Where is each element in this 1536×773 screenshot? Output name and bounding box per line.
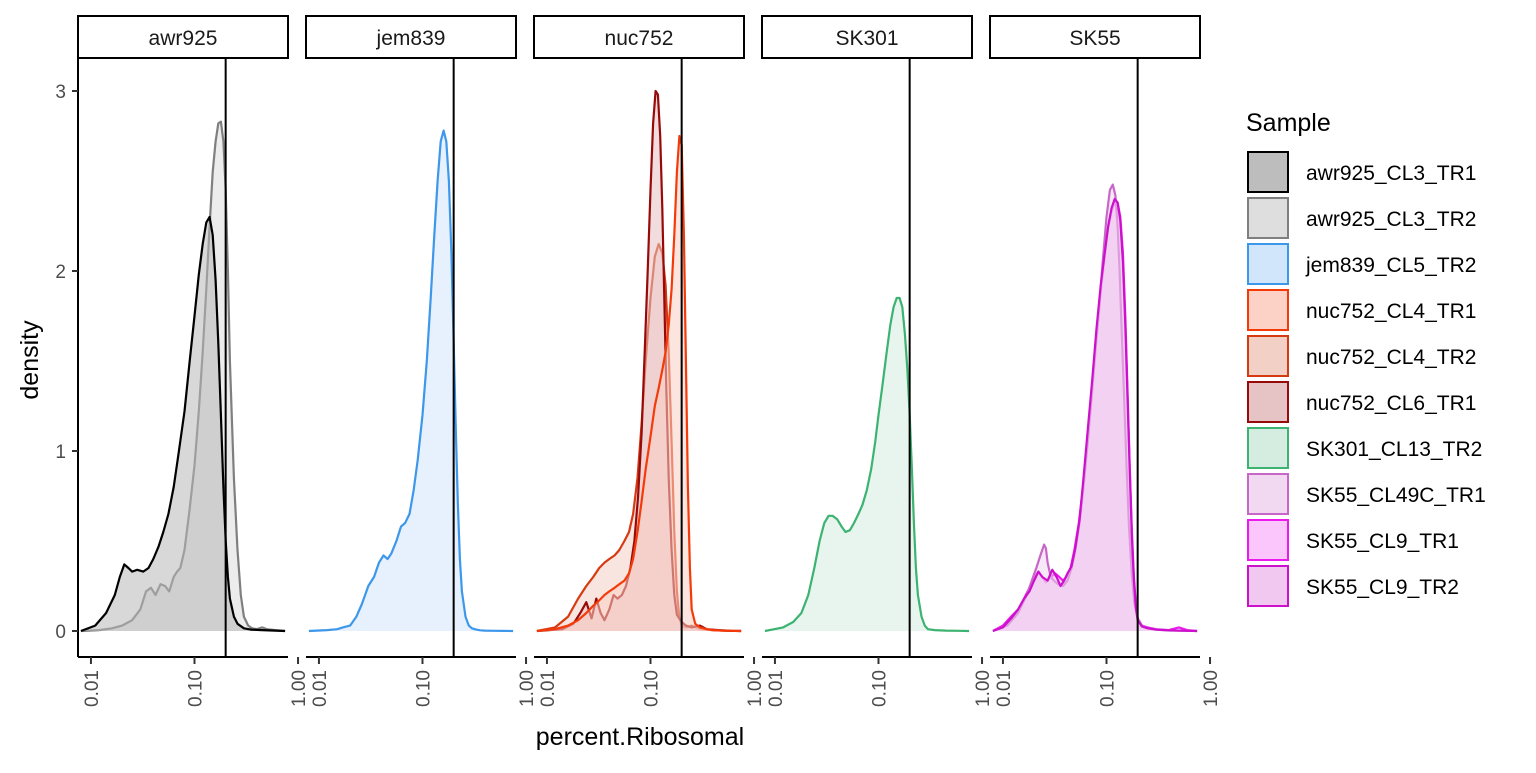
strip-box [305,15,517,59]
legend-key [1247,565,1289,607]
y-axis-title: density [16,320,44,400]
legend-label: nuc752_CL4_TR1 [1306,300,1476,323]
density-line [992,197,1198,633]
y-axis: 0 1 2 3 [55,58,79,657]
density-area [80,121,286,631]
legend-label: awr925_CL3_TR1 [1306,162,1476,185]
strip-box [77,15,289,59]
density-line [80,215,286,633]
legend-key [1247,151,1289,193]
x-tick-label: 0.10 [869,670,890,707]
x-tick-label: 0.01 [994,670,1015,707]
y-tick-label: 0 [55,622,66,643]
facet-panel-jem839: jem839 0.01 0.10 1.00 [305,15,538,707]
x-tick-label: 1.00 [973,670,994,707]
y-tick-label: 1 [55,442,66,463]
x-tick-label: 1.00 [517,670,538,707]
legend-key [1247,427,1289,469]
x-tick-label: 1.00 [289,670,310,707]
facet-panel-SK55: SK55 0.01 0.10 1.00 [989,15,1222,707]
x-tick-label: 0.10 [641,670,662,707]
density-area [764,298,970,631]
y-tick-label: 3 [55,82,66,103]
density-area [536,136,742,631]
legend-key [1247,243,1289,285]
x-tick-label: 0.01 [82,670,103,707]
x-tick-label: 0.10 [413,670,434,707]
x-tick-label: 1.00 [1201,670,1222,707]
legend-label: SK55_CL49C_TR1 [1306,484,1486,507]
strip-label: nuc752 [605,27,674,50]
legend: Sample awr925_CL3_TR1 awr925_CL3_TR2 jem83… [1246,109,1486,607]
density-area [308,130,514,631]
x-tick-label: 0.10 [1097,670,1118,707]
strip-box [533,15,745,59]
x-axis-title: percent.Ribosomal [536,723,744,751]
y-tick-label: 2 [55,262,66,283]
legend-label: jem839_CL5_TR2 [1305,254,1476,277]
legend-key [1247,381,1289,423]
density-area [992,199,1198,631]
facet-panel-nuc752: nuc752 0.01 0.10 1.00 [533,15,766,707]
strip-label: awr925 [149,27,218,50]
legend-label: nuc752_CL4_TR2 [1306,346,1476,369]
facet-panel-SK301: SK301 0.01 0.10 1.00 [761,15,994,707]
facet-panel-awr925: awr925 0.01 0.10 1.00 [77,15,310,707]
legend-key [1247,197,1289,239]
x-tick-label: 0.10 [185,670,206,707]
strip-box [989,15,1201,59]
x-tick-label: 1.00 [745,670,766,707]
strip-label: jem839 [376,27,446,50]
legend-key [1247,473,1289,515]
legend-label: SK55_CL9_TR1 [1306,530,1459,553]
x-tick-label: 0.01 [310,670,331,707]
legend-label: SK301_CL13_TR2 [1306,438,1482,461]
legend-title: Sample [1246,109,1331,137]
strip-box [761,15,973,59]
strip-label: SK301 [835,27,898,50]
legend-label: awr925_CL3_TR2 [1306,208,1476,231]
legend-label: nuc752_CL6_TR1 [1306,392,1476,415]
strip-label: SK55 [1069,27,1120,50]
legend-key [1247,335,1289,377]
density-line [536,134,742,633]
legend-key [1247,519,1289,561]
density-line [308,129,514,633]
legend-label: SK55_CL9_TR2 [1306,576,1459,599]
x-tick-label: 0.01 [538,670,559,707]
density-line [764,296,970,633]
legend-key [1247,289,1289,331]
x-tick-label: 0.01 [766,670,787,707]
